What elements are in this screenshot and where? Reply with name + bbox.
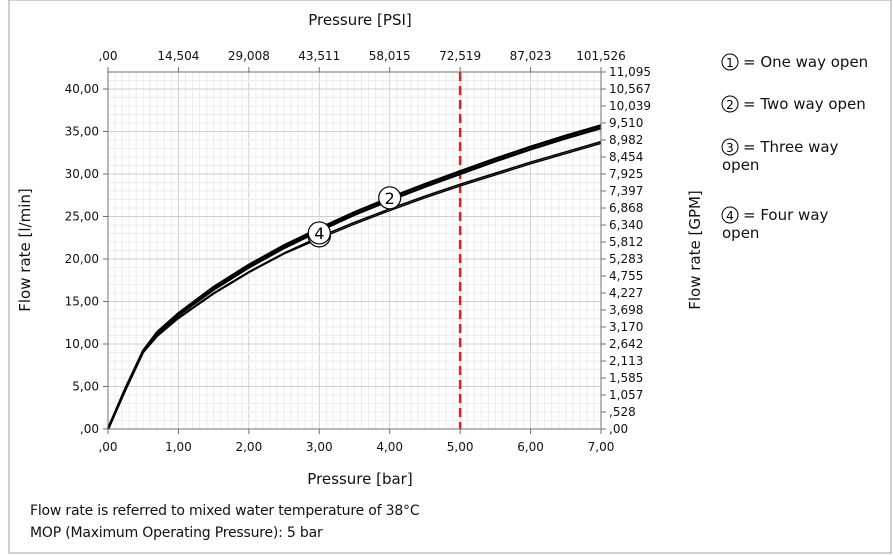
y2-tick-label: 3,170: [609, 320, 643, 334]
x2-tick-label: 87,023: [510, 49, 552, 63]
legend-text-1: = One way open: [743, 53, 868, 71]
footnote-mop: MOP (Maximum Operating Pressure): 5 bar: [30, 525, 323, 541]
tick-labels: ,00 1,00 2,00 3,00 4,00 5,00 6,00 7,00,00 14,504…: [65, 49, 651, 454]
x2-tick-label: 72,519: [439, 49, 481, 63]
x-tick-label: 4,00: [376, 440, 403, 454]
legend-symbol-label: 2: [726, 98, 734, 112]
y-tick-label: 35,00: [65, 125, 99, 139]
legend-text-line: = Four way: [743, 206, 829, 224]
y2-tick-label: 5,812: [609, 235, 643, 249]
y2-tick-label: 10,567: [609, 82, 651, 96]
legend-item-1: 1 = One way open: [721, 53, 868, 71]
legend-symbol-label: 3: [726, 141, 734, 155]
x2-tick-label: 14,504: [157, 49, 199, 63]
x-tick-label: ,00: [98, 440, 117, 454]
x2-tick-label: 58,015: [369, 49, 411, 63]
x-tick-label: 5,00: [447, 440, 474, 454]
y2-tick-label: 7,925: [609, 167, 643, 181]
y2-tick-label: 6,868: [609, 201, 643, 215]
legend-item-4: 4 = Four way open: [721, 206, 829, 242]
series-marker-4: [307, 221, 331, 245]
legend-text-line: open: [722, 156, 759, 174]
y2-tick-label: ,00: [609, 422, 628, 436]
series-marker-label-4: 4: [314, 224, 324, 243]
legend-item-2: 2 = Two way open: [721, 95, 866, 113]
x-tick-label: 7,00: [588, 440, 615, 454]
legend-symbol-4: [721, 206, 739, 224]
legend-symbol-3: [721, 138, 739, 156]
series-marker-2: [378, 186, 402, 210]
y2-tick-label: 1,585: [609, 371, 643, 385]
x-tick-label: 1,00: [165, 440, 192, 454]
y-tick-label: 10,00: [65, 337, 99, 351]
legend-symbol-label: 1: [726, 56, 734, 70]
y2-tick-label: 8,982: [609, 133, 643, 147]
x2-tick-label: ,00: [98, 49, 117, 63]
y2-tick-label: 7,397: [609, 184, 643, 198]
x2-tick-label: 101,526: [576, 49, 626, 63]
y2-tick-label: 9,510: [609, 116, 643, 130]
legend-text-2: = Two way open: [743, 95, 866, 113]
legend-text-line: = Three way: [743, 138, 839, 156]
y2-tick-label: 6,340: [609, 218, 643, 232]
footnote-temperature: Flow rate is referred to mixed water tem…: [30, 503, 420, 519]
y-tick-label: ,00: [80, 422, 99, 436]
y-tick-label: 5,00: [72, 380, 99, 394]
series-layer: 3142: [106, 124, 602, 430]
legend-symbol-2: [721, 95, 739, 113]
legend-text-4: = Four way open: [722, 206, 829, 242]
x2-tick-label: 43,511: [298, 49, 340, 63]
y-tick-label: 15,00: [65, 295, 99, 309]
y2-tick-label: 3,698: [609, 303, 643, 317]
y2-tick-label: 1,057: [609, 388, 643, 402]
x-tick-label: 3,00: [306, 440, 333, 454]
y-tick-label: 30,00: [65, 167, 99, 181]
y2-tick-label: 5,283: [609, 252, 643, 266]
axes: [103, 67, 606, 434]
legend-text-line: open: [722, 224, 759, 242]
y2-axis-label: Flow rate [GPM]: [686, 190, 704, 310]
y2-tick-label: 2,642: [609, 337, 643, 351]
y2-tick-label: 4,227: [609, 286, 643, 300]
legend-text-3: = Three way open: [722, 138, 839, 174]
legend-symbol-1: [721, 53, 739, 71]
y2-tick-label: 4,755: [609, 269, 643, 283]
y2-tick-label: 11,095: [609, 65, 651, 79]
y2-tick-label: 10,039: [609, 99, 651, 113]
y-tick-label: 40,00: [65, 82, 99, 96]
y2-tick-label: 2,113: [609, 354, 643, 368]
y-tick-label: 25,00: [65, 210, 99, 224]
y2-tick-label: ,528: [609, 405, 636, 419]
y-axis-label: Flow rate [l/min]: [16, 188, 34, 311]
x2-tick-label: 29,008: [228, 49, 270, 63]
legend-item-3: 3 = Three way open: [721, 138, 839, 174]
series-marker-label-2: 2: [385, 189, 395, 208]
x2-axis-label: Pressure [PSI]: [308, 11, 412, 29]
y-tick-label: 20,00: [65, 252, 99, 266]
x-tick-label: 6,00: [517, 440, 544, 454]
y2-tick-label: 8,454: [609, 150, 643, 164]
legend-symbol-label: 4: [726, 209, 734, 223]
x-tick-label: 2,00: [235, 440, 262, 454]
x-axis-label: Pressure [bar]: [307, 470, 412, 488]
